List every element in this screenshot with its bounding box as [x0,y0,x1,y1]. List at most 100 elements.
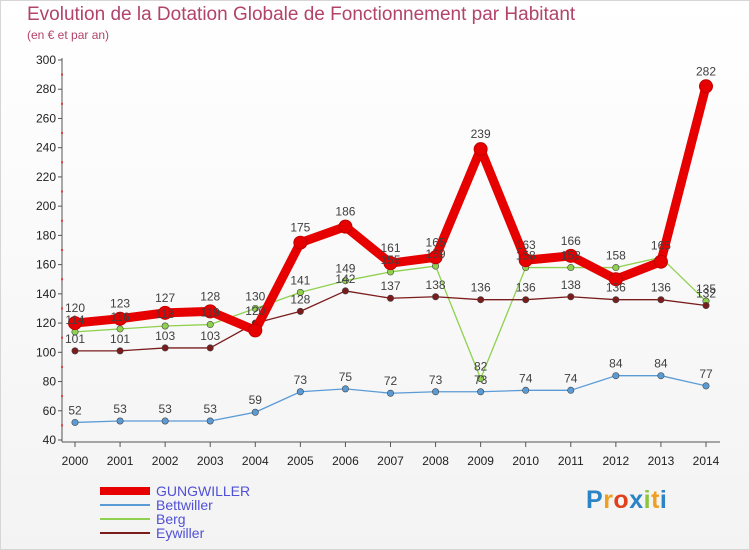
y-tick-label: 300 [36,53,56,67]
data-point-bettwiller [161,417,169,425]
chart-subtitle: (en € et par an) [27,28,110,42]
data-label-bettwiller: 53 [113,402,127,416]
data-label-eywiller: 103 [200,329,220,343]
y-minor-tick [61,73,63,76]
data-point-bettwiller [116,417,124,425]
x-tick-label: 2007 [377,454,404,468]
y-minor-tick [61,365,63,368]
data-label-berg: 114 [65,313,84,327]
data-point-gungwiller [563,248,578,263]
x-tick-label: 2009 [467,454,494,468]
y-minor-tick [61,249,63,251]
data-point-eywiller [71,347,79,355]
data-point-gungwiller [113,311,128,326]
logo-letter: r [603,486,614,514]
y-tick-label: 180 [36,228,56,242]
data-point-bettwiller [386,389,394,397]
data-point-bettwiller [702,382,710,390]
data-label-bettwiller: 74 [519,371,533,385]
data-label-berg: 119 [201,306,220,320]
x-tick-label: 2004 [242,454,269,468]
data-point-berg [161,322,169,330]
data-point-berg [251,304,259,312]
data-point-gungwiller [699,79,713,94]
logo-letter: t [651,486,660,514]
y-tick-label: 280 [36,82,56,96]
data-label-bettwiller: 72 [384,374,398,388]
data-label-bettwiller: 73 [429,373,443,387]
legend-label-gungwiller: GUNGWILLER [156,483,251,499]
data-label-gungwiller: 161 [380,241,400,255]
data-point-gungwiller [608,272,623,287]
data-label-eywiller: 136 [606,281,626,295]
data-label-gungwiller: 163 [516,238,536,252]
data-point-berg [477,375,485,383]
data-label-berg: 116 [111,310,130,324]
legend-swatch-berg [100,518,150,520]
data-point-bettwiller [341,385,349,393]
data-point-bettwiller [296,388,304,396]
data-point-gungwiller [428,250,443,265]
data-point-bettwiller [432,388,440,396]
y-minor-tick [61,219,63,222]
data-label-gungwiller: 128 [200,289,220,303]
chart-title: Evolution de la Dotation Globale de Fonc… [27,4,576,25]
data-label-gungwiller: 120 [65,301,85,315]
data-label-bettwiller: 53 [204,402,218,416]
data-label-gungwiller: 127 [155,291,175,305]
data-point-eywiller [161,344,169,352]
data-label-eywiller: 120 [245,304,265,318]
data-point-eywiller [386,294,394,302]
y-minor-tick [61,336,63,339]
data-point-bettwiller [567,386,575,394]
data-label-eywiller: 101 [65,332,85,346]
data-label-bettwiller: 75 [339,370,353,384]
data-label-eywiller: 142 [335,272,355,286]
y-minor-tick [61,132,63,135]
y-tick-label: 120 [36,316,56,330]
data-point-eywiller [296,307,304,315]
y-tick-label: 260 [36,111,56,125]
data-point-bettwiller [206,417,214,425]
logo-letter: P [586,486,604,514]
data-point-gungwiller [203,304,218,319]
data-point-gungwiller [293,235,308,250]
data-label-berg: 159 [426,247,446,261]
x-tick-label: 2013 [648,454,675,468]
data-point-eywiller [341,287,349,295]
data-point-gungwiller [248,323,263,338]
series-lines [68,79,713,426]
data-label-gungwiller: 282 [696,64,716,78]
legend-swatch-bettwiller [100,504,150,506]
data-point-eywiller [116,347,124,355]
legend-swatch-gungwiller [100,487,150,495]
data-point-gungwiller [68,316,82,331]
data-label-bettwiller: 59 [249,393,263,407]
data-point-bettwiller [477,388,485,396]
data-point-berg [612,264,620,272]
data-point-eywiller [477,296,485,304]
data-label-berg: 118 [156,307,175,321]
y-tick-label: 200 [36,199,56,213]
data-label-gungwiller: 123 [110,297,130,311]
x-tick-label: 2008 [422,454,449,468]
data-point-berg [206,321,214,329]
proxiti-logo: Proxiti [586,486,667,515]
legend-label-berg: Berg [156,511,186,527]
x-tick-label: 2000 [62,454,89,468]
y-tick-label: 140 [36,287,56,301]
data-point-eywiller [657,296,665,304]
data-label-eywiller: 136 [651,281,671,295]
data-label-bettwiller: 73 [474,373,488,387]
x-tick-label: 2005 [287,454,314,468]
data-label-berg: 149 [335,262,355,276]
data-point-gungwiller [653,254,668,269]
data-label-bettwiller: 77 [699,367,713,381]
y-minor-tick [61,307,63,310]
data-point-eywiller [432,293,440,301]
data-label-eywiller: 138 [561,278,581,292]
data-label-berg: 82 [474,360,488,374]
data-label-eywiller: 138 [426,278,446,292]
y-minor-tick [61,424,63,427]
